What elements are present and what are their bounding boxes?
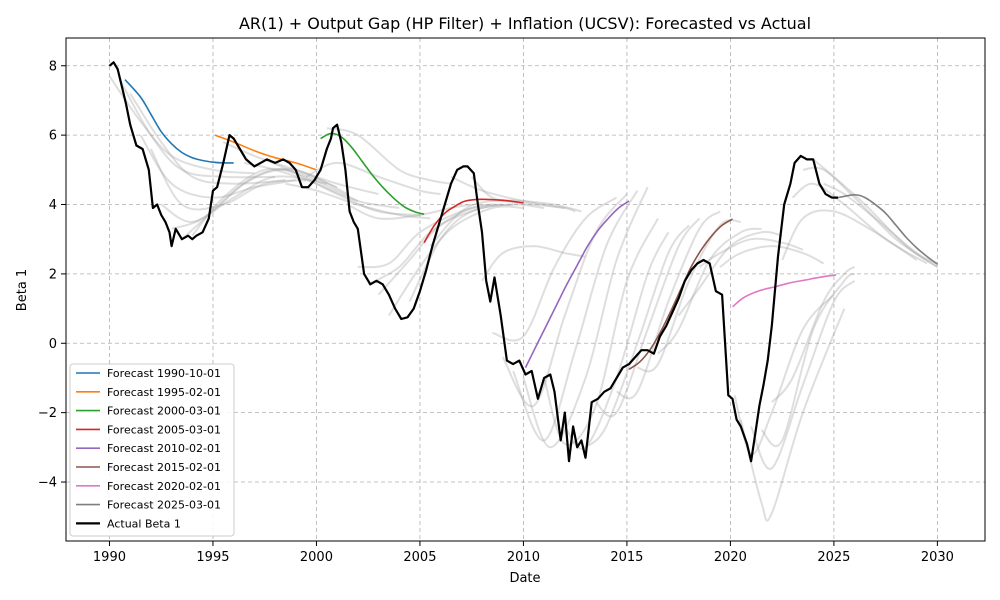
forecast-series-line — [124, 79, 234, 164]
forecast-series-line — [524, 200, 630, 368]
background-forecast-line — [108, 75, 255, 175]
background-forecast-line — [637, 219, 741, 373]
y-tick-label: −4 — [38, 476, 57, 491]
background-forecast-line — [357, 203, 493, 269]
background-forecast-line — [760, 272, 856, 448]
background-forecast-line — [481, 245, 586, 282]
x-tick-label: 2000 — [300, 550, 333, 565]
y-tick-label: 4 — [49, 198, 57, 213]
forecast-series-line — [423, 198, 524, 244]
legend-label: Forecast 2000-03-01 — [107, 405, 221, 418]
background-forecast-line — [171, 168, 338, 230]
y-tick-label: 8 — [49, 59, 57, 74]
background-forecast-line — [501, 193, 628, 408]
grid-lines — [66, 38, 985, 541]
y-tick-label: 0 — [49, 337, 57, 352]
background-forecast-line — [347, 203, 472, 220]
x-tick-label: 2010 — [507, 550, 540, 565]
background-forecast-line — [812, 158, 938, 268]
x-axis-label: Date — [509, 571, 540, 586]
legend-box — [69, 363, 235, 537]
background-forecast-paths — [108, 75, 938, 522]
background-forecast-line — [563, 231, 670, 450]
x-tick-label: 1990 — [93, 550, 126, 565]
y-tick-label: −2 — [38, 406, 57, 421]
background-forecast-line — [791, 182, 928, 265]
background-forecast-line — [429, 199, 565, 247]
background-forecast-line — [677, 230, 783, 317]
background-forecast-line — [326, 127, 452, 185]
background-forecast-line — [657, 227, 762, 355]
background-forecast-line — [264, 158, 420, 216]
y-tick-label: 2 — [49, 267, 57, 282]
background-forecast-line — [781, 209, 918, 261]
background-forecast-line — [750, 280, 856, 470]
x-tick-label: 2015 — [610, 550, 643, 565]
x-tick-label: 2005 — [403, 550, 436, 565]
legend: Forecast 1990-10-01 Forecast 1995-02-01 Fo… — [69, 363, 235, 537]
background-forecast-line — [181, 167, 348, 240]
forecast-series-lines — [108, 61, 938, 463]
x-tick-label: 1995 — [196, 550, 229, 565]
background-forecast-line — [150, 148, 307, 211]
background-forecast-line — [388, 205, 524, 317]
legend-label: Actual Beta 1 — [107, 517, 181, 530]
background-forecast-line — [305, 161, 441, 196]
x-axis-ticks: 1990 1995 2000 2005 2010 2015 2020 2025 2030 — [93, 541, 954, 565]
legend-label: Forecast 2005-03-01 — [107, 423, 221, 436]
background-forecast-line — [771, 266, 856, 403]
forecast-series-line — [320, 132, 425, 215]
background-forecast-line — [522, 186, 649, 449]
background-forecast-line — [470, 176, 582, 213]
x-tick-label: 2020 — [714, 550, 747, 565]
forecast-series-line — [837, 194, 938, 265]
y-tick-label: 6 — [49, 129, 57, 144]
background-forecast-line — [823, 182, 938, 265]
x-tick-label: 2030 — [921, 550, 954, 565]
background-forecast-line — [492, 196, 618, 342]
legend-label: Forecast 2010-02-01 — [107, 442, 221, 455]
legend-label: Forecast 2015-02-01 — [107, 461, 221, 474]
background-forecast-line — [739, 308, 846, 522]
background-forecast-line — [129, 92, 286, 185]
background-forecast-line — [719, 245, 825, 268]
background-forecast-line — [377, 203, 514, 296]
background-forecast-line — [160, 175, 327, 223]
legend-label: Forecast 2020-02-01 — [107, 480, 221, 493]
background-forecast-line — [450, 175, 576, 213]
y-axis-ticks: −4 −2 0 2 4 6 8 — [38, 59, 66, 491]
legend-label: Forecast 2025-03-01 — [107, 499, 221, 512]
actual-series-line — [108, 61, 838, 463]
x-tick-label: 2025 — [817, 550, 850, 565]
forecast-series-line — [731, 274, 837, 308]
legend-label: Forecast 1995-02-01 — [107, 386, 221, 399]
background-forecast-line — [802, 166, 938, 268]
legend-label: Forecast 1990-10-01 — [107, 367, 221, 380]
chart-title: AR(1) + Output Gap (HP Filter) + Inflati… — [239, 14, 811, 33]
plot-frame — [65, 37, 986, 542]
y-axis-label: Beta 1 — [15, 269, 30, 311]
background-forecast-line — [616, 210, 721, 400]
background-forecast-line — [243, 161, 400, 209]
forecast-series-line — [214, 134, 317, 171]
background-forecast-line — [595, 217, 701, 418]
background-forecast-line — [698, 237, 804, 268]
background-forecast-line — [584, 224, 690, 449]
background-forecast-line — [512, 190, 639, 442]
background-forecast-line — [191, 167, 359, 237]
background-forecast-line — [118, 79, 276, 179]
